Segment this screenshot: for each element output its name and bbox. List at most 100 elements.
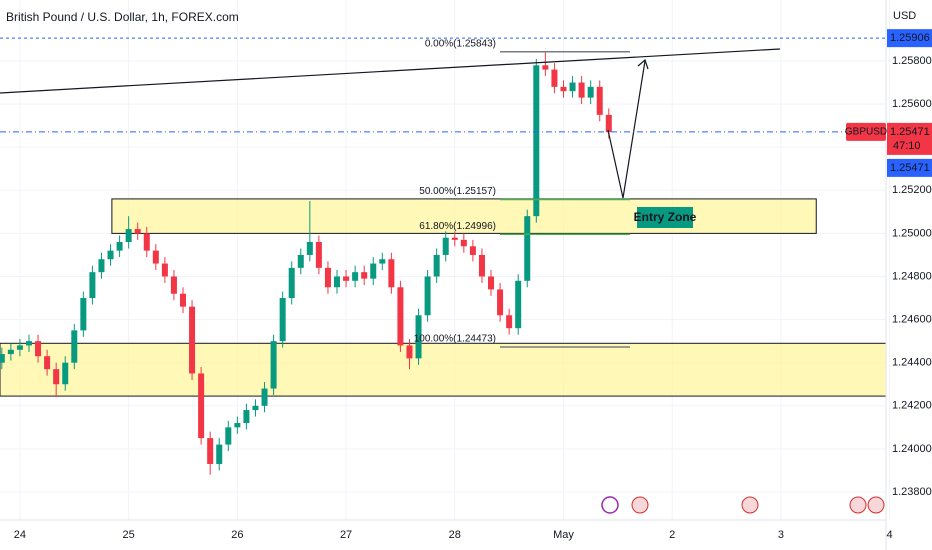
entry-label: Entry Zone	[634, 210, 697, 224]
fib-label: 0.00%(1.25843)	[425, 38, 496, 49]
candle-body	[288, 267, 295, 299]
candle-body	[80, 298, 87, 331]
y-tick-label: 1.24800	[892, 270, 932, 282]
candle-body	[460, 239, 467, 247]
x-tick-label: 27	[340, 529, 352, 541]
candle-body	[16, 345, 23, 350]
event-icon[interactable]	[631, 496, 649, 514]
y-tick-label: 1.24200	[892, 400, 932, 412]
candle-body	[134, 229, 141, 234]
fib-label: 100.00%(1.24473)	[414, 334, 496, 345]
candle-body	[116, 242, 123, 251]
candle-body	[469, 246, 476, 255]
y-tick-label: 1.23800	[892, 486, 932, 498]
candle-body	[361, 272, 368, 279]
candle-body	[488, 276, 495, 290]
candle-body	[125, 229, 132, 243]
event-icon[interactable]	[867, 496, 885, 514]
candle-body	[478, 254, 485, 277]
candle-body	[71, 330, 78, 363]
x-tick-label: May	[553, 529, 574, 541]
projection-arrow	[607, 60, 646, 199]
candle-body	[143, 233, 150, 251]
y-tick-label: 1.25000	[892, 227, 932, 239]
candle-body	[596, 86, 603, 115]
price-box	[887, 158, 932, 177]
fib-label: 50.00%(1.25157)	[419, 186, 496, 197]
x-tick-label: 25	[123, 529, 135, 541]
entry-label-box	[637, 207, 693, 228]
candle-body	[234, 423, 241, 428]
candle-body	[542, 65, 549, 70]
y-tick-label: 1.24600	[892, 313, 932, 325]
price-label: 1.25471	[890, 162, 930, 174]
candle-body	[352, 272, 359, 281]
candle-body	[225, 427, 232, 445]
candle-body	[270, 341, 277, 389]
candle-body	[315, 242, 322, 268]
y-tick-label: 1.25200	[892, 184, 932, 196]
y-tick-label: 1.25600	[892, 98, 932, 110]
candle-body	[170, 276, 177, 294]
candle-body	[506, 315, 513, 329]
candle-body	[551, 69, 558, 87]
candle-body	[179, 293, 186, 307]
candle-body	[324, 267, 331, 288]
candle-body	[44, 356, 51, 370]
event-icon[interactable]	[601, 496, 619, 514]
candle-body	[605, 114, 612, 133]
x-tick-label: 24	[14, 529, 26, 541]
y-tick-label: 1.24400	[892, 357, 932, 369]
candle-body	[569, 82, 576, 92]
candle-body	[35, 341, 42, 357]
candle-body	[451, 237, 458, 240]
x-tick-label: 2	[669, 529, 675, 541]
candle-body	[379, 259, 386, 264]
event-icon[interactable]	[849, 496, 867, 514]
candle-body	[107, 250, 114, 260]
candle-body	[497, 289, 504, 316]
trend-line	[0, 48, 781, 94]
support-zone	[111, 198, 817, 234]
x-tick-label: 4	[887, 529, 893, 541]
candle-body	[152, 250, 159, 264]
candle-body	[7, 349, 14, 355]
candle-body	[442, 237, 449, 255]
candle-body	[207, 438, 214, 464]
fib-label: 61.80%(1.24996)	[419, 221, 496, 232]
price-box	[887, 29, 932, 48]
candle-body	[25, 341, 32, 346]
candle-body	[306, 242, 313, 255]
plot-area: 0.00%(1.25843) 50.00%(1.25157) 61.80%(1.24…	[0, 0, 891, 520]
countdown-label: 47:10	[893, 140, 921, 152]
chart-title: British Pound / U.S. Dollar, 1h, FOREX.c…	[6, 10, 239, 24]
y-tick-label: 1.25800	[892, 55, 932, 67]
candle-body	[578, 82, 585, 98]
candle-body	[587, 86, 594, 98]
candle-body	[524, 216, 531, 281]
candle-body	[433, 254, 440, 277]
candle-body	[261, 388, 268, 406]
support-zone	[0, 342, 887, 397]
arrow-head	[637, 58, 649, 70]
x-tick-label: 28	[449, 529, 461, 541]
price-box	[887, 122, 932, 155]
symbol-label: GBPUSD	[845, 127, 887, 138]
candle-body	[161, 263, 168, 277]
candle-body	[98, 259, 105, 273]
y-tick-label: 1.24000	[892, 443, 932, 455]
event-icon[interactable]	[741, 496, 759, 514]
price-label: 1.25471	[890, 126, 930, 138]
candle-body	[334, 276, 341, 288]
candle-body	[424, 276, 431, 316]
candle-body	[216, 444, 223, 464]
candle-body	[243, 410, 250, 424]
x-tick-label: 3	[778, 529, 784, 541]
candle-body	[53, 369, 60, 385]
candle-body	[560, 86, 567, 92]
x-tick-label: 26	[231, 529, 243, 541]
candle-body	[406, 345, 413, 359]
candle-body	[533, 65, 540, 217]
